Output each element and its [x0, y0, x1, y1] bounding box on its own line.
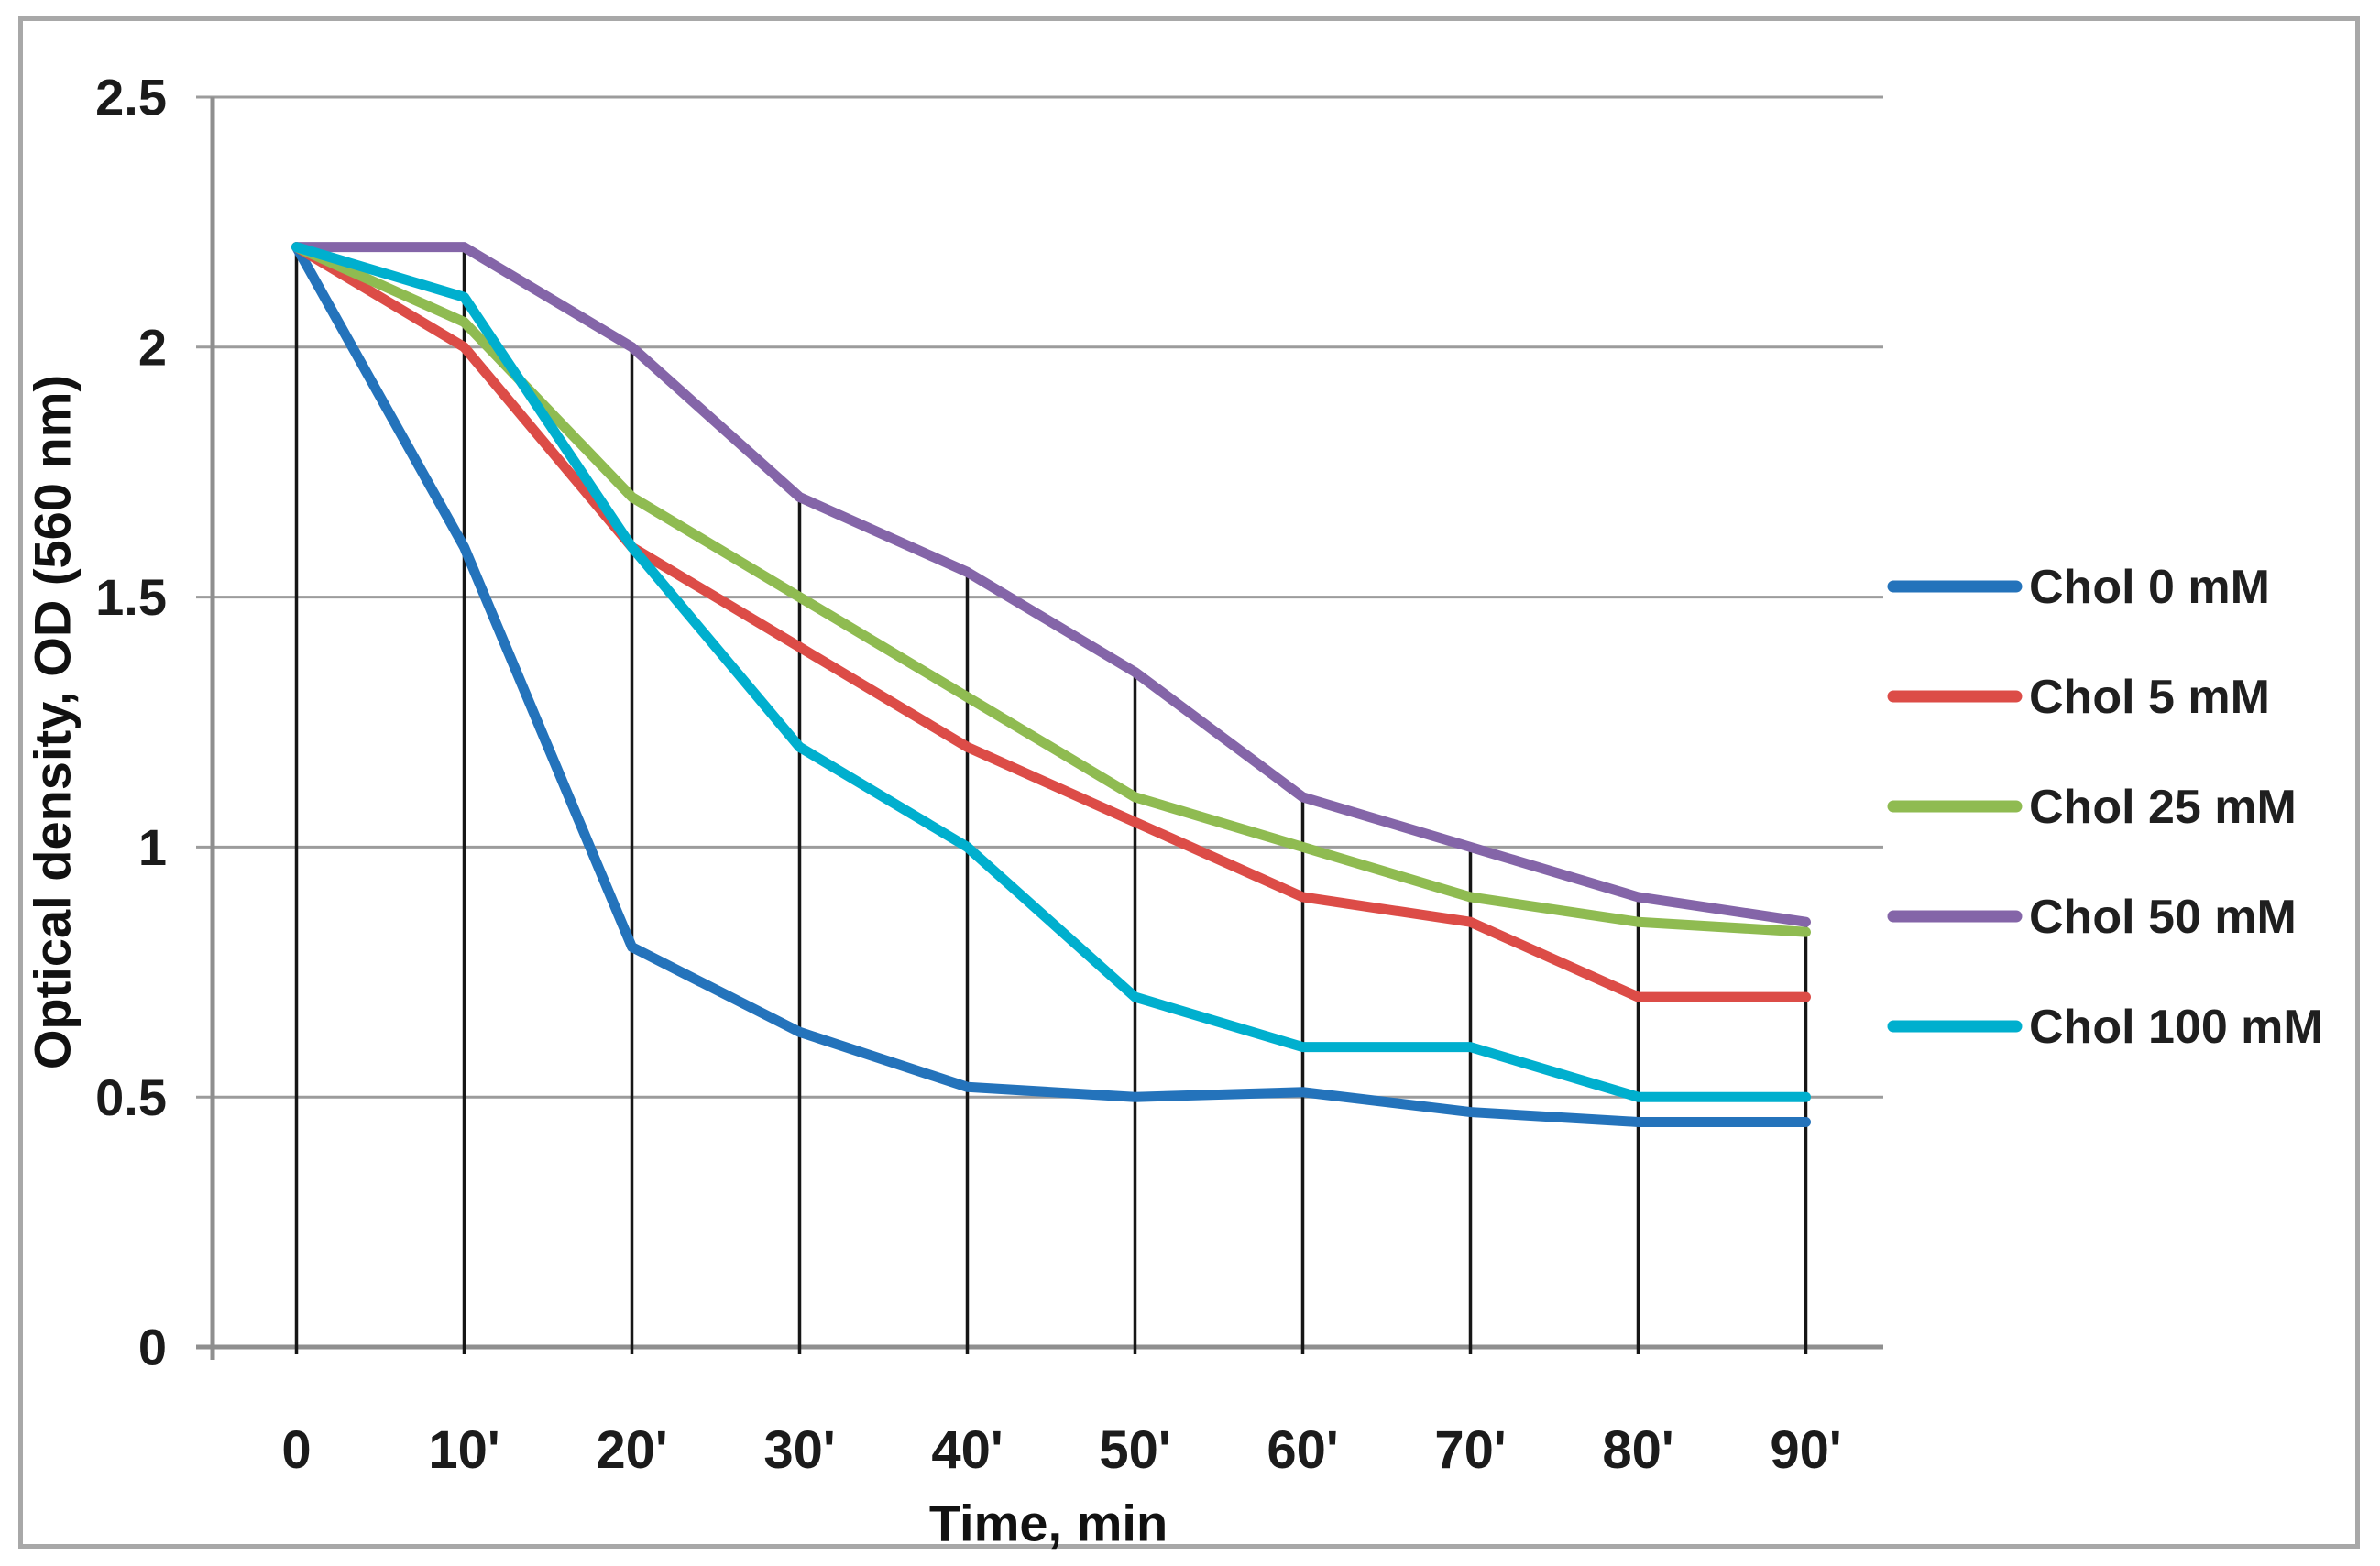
x-tick-label: 70' — [1434, 1420, 1506, 1480]
legend-item-chol-50-mm: Chol 50 mM — [1887, 891, 2297, 944]
x-tick-label: 80' — [1602, 1420, 1673, 1480]
legend-label: Chol 100 mM — [2029, 1001, 2323, 1054]
x-tick-label: 60' — [1267, 1420, 1338, 1480]
series-line-chol-100-mm — [291, 242, 1811, 1102]
legend-item-chol-25-mm: Chol 25 mM — [1887, 781, 2297, 834]
y-tick-label: 0 — [138, 1319, 167, 1376]
legend-label: Chol 25 mM — [2029, 781, 2297, 834]
series-line-chol-25-mm — [291, 242, 1811, 937]
legend-label: Chol 50 mM — [2029, 891, 2297, 944]
x-tick-label: 10' — [428, 1420, 499, 1480]
legend-item-chol-0-mm: Chol 0 mM — [1887, 561, 2270, 614]
y-tick-label: 2.5 — [95, 69, 167, 126]
x-tick-label: 30' — [763, 1420, 835, 1480]
legend-item-chol-100-mm: Chol 100 mM — [1887, 1001, 2323, 1054]
series-line-chol-50-mm — [291, 242, 1811, 927]
legend-label: Chol 0 mM — [2029, 561, 2270, 614]
series-line-chol-0-mm — [291, 242, 1811, 1127]
y-tick-label: 2 — [138, 318, 167, 376]
y-axis-title: Optical density, OD (560 nm) — [23, 374, 82, 1070]
x-tick-label: 50' — [1099, 1420, 1170, 1480]
legend-label: Chol 5 mM — [2029, 671, 2270, 724]
y-tick-label: 0.5 — [95, 1068, 167, 1126]
y-tick-label: 1.5 — [95, 568, 167, 626]
series-line-chol-5-mm — [291, 242, 1811, 1002]
legend-item-chol-5-mm: Chol 5 mM — [1887, 671, 2270, 724]
x-axis-title: Time, min — [928, 1494, 1168, 1552]
x-tick-label: 90' — [1770, 1420, 1841, 1480]
x-tick-label: 20' — [596, 1420, 667, 1480]
x-tick-label: 0 — [281, 1420, 311, 1480]
y-tick-label: 1 — [138, 818, 167, 876]
x-tick-label: 40' — [931, 1420, 1003, 1480]
